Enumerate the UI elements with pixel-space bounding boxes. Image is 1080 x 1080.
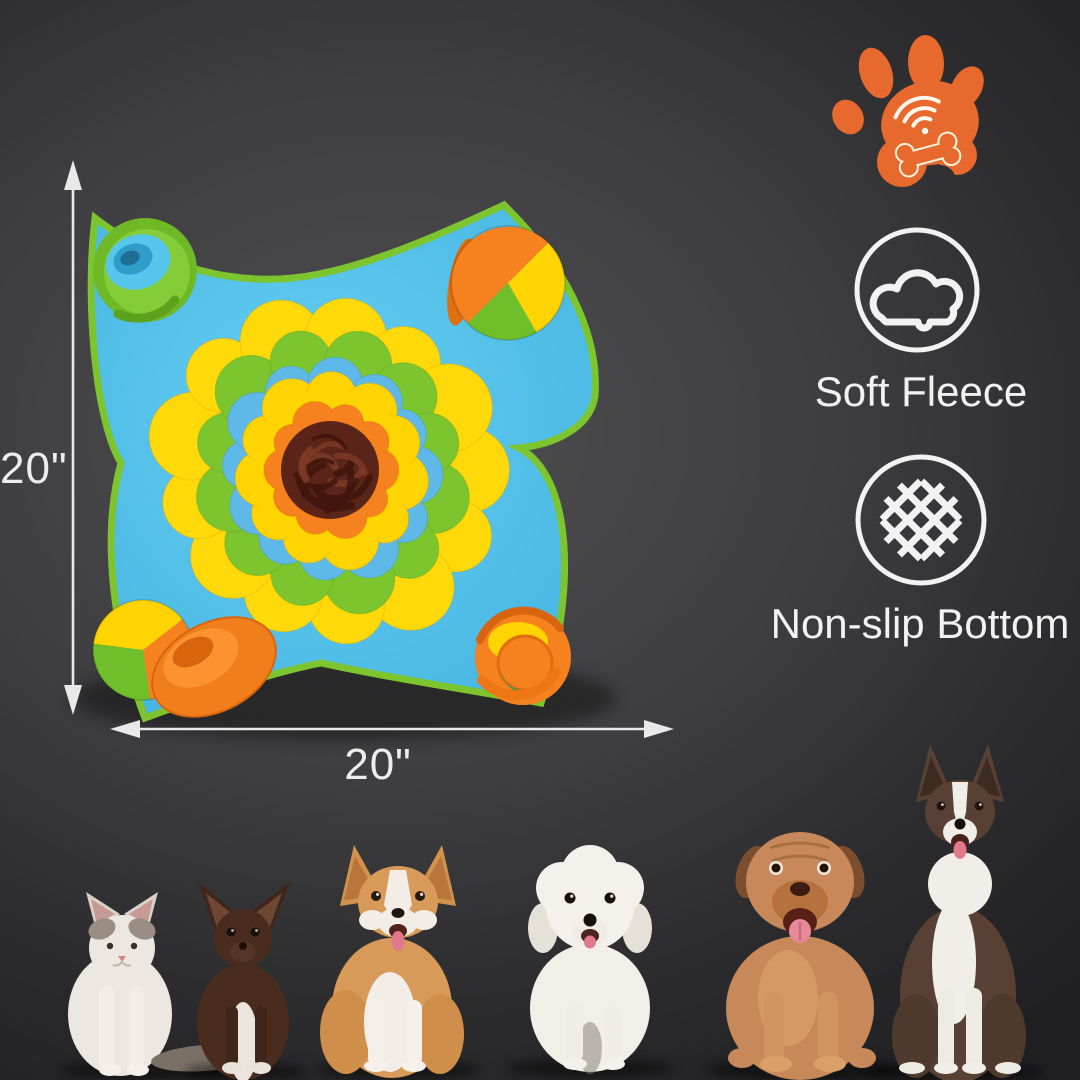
- pet-mastiff-puppy: [704, 832, 900, 1080]
- paw-toe: [950, 66, 984, 108]
- pet-border-collie: [870, 744, 1046, 1080]
- corner-wheel-ne: [450, 225, 566, 341]
- pet-cat: [60, 892, 259, 1080]
- pets-row: [60, 744, 1046, 1080]
- paw-toe: [832, 99, 864, 135]
- cloud-icon: [869, 269, 964, 332]
- height-dimension-label: 20": [0, 444, 68, 493]
- corner-bowl: [93, 218, 197, 323]
- corner-rose-se: [475, 606, 571, 705]
- paw-logo: [832, 35, 984, 187]
- feature-label-non-slip: Non-slip Bottom: [770, 600, 1070, 647]
- soft-fleece-badge: [854, 227, 980, 353]
- wifi-icon: [893, 95, 941, 135]
- paw-toe: [907, 35, 945, 91]
- pet-chihuahua: [184, 882, 308, 1080]
- corner-pocket-sw: [151, 616, 277, 718]
- snuffle-mat: [73, 200, 617, 740]
- flower-center: [148, 297, 511, 645]
- width-arrow: [110, 720, 674, 738]
- feature-label-soft-fleece: Soft Fleece: [814, 368, 1028, 415]
- width-dimension-label: 20": [344, 740, 412, 789]
- mesh-icon: [879, 478, 963, 562]
- pet-bichon: [506, 845, 674, 1078]
- height-arrow: [64, 160, 82, 715]
- paw-toe: [858, 47, 894, 99]
- non-slip-badge: [855, 454, 987, 586]
- pet-corgi: [316, 845, 480, 1080]
